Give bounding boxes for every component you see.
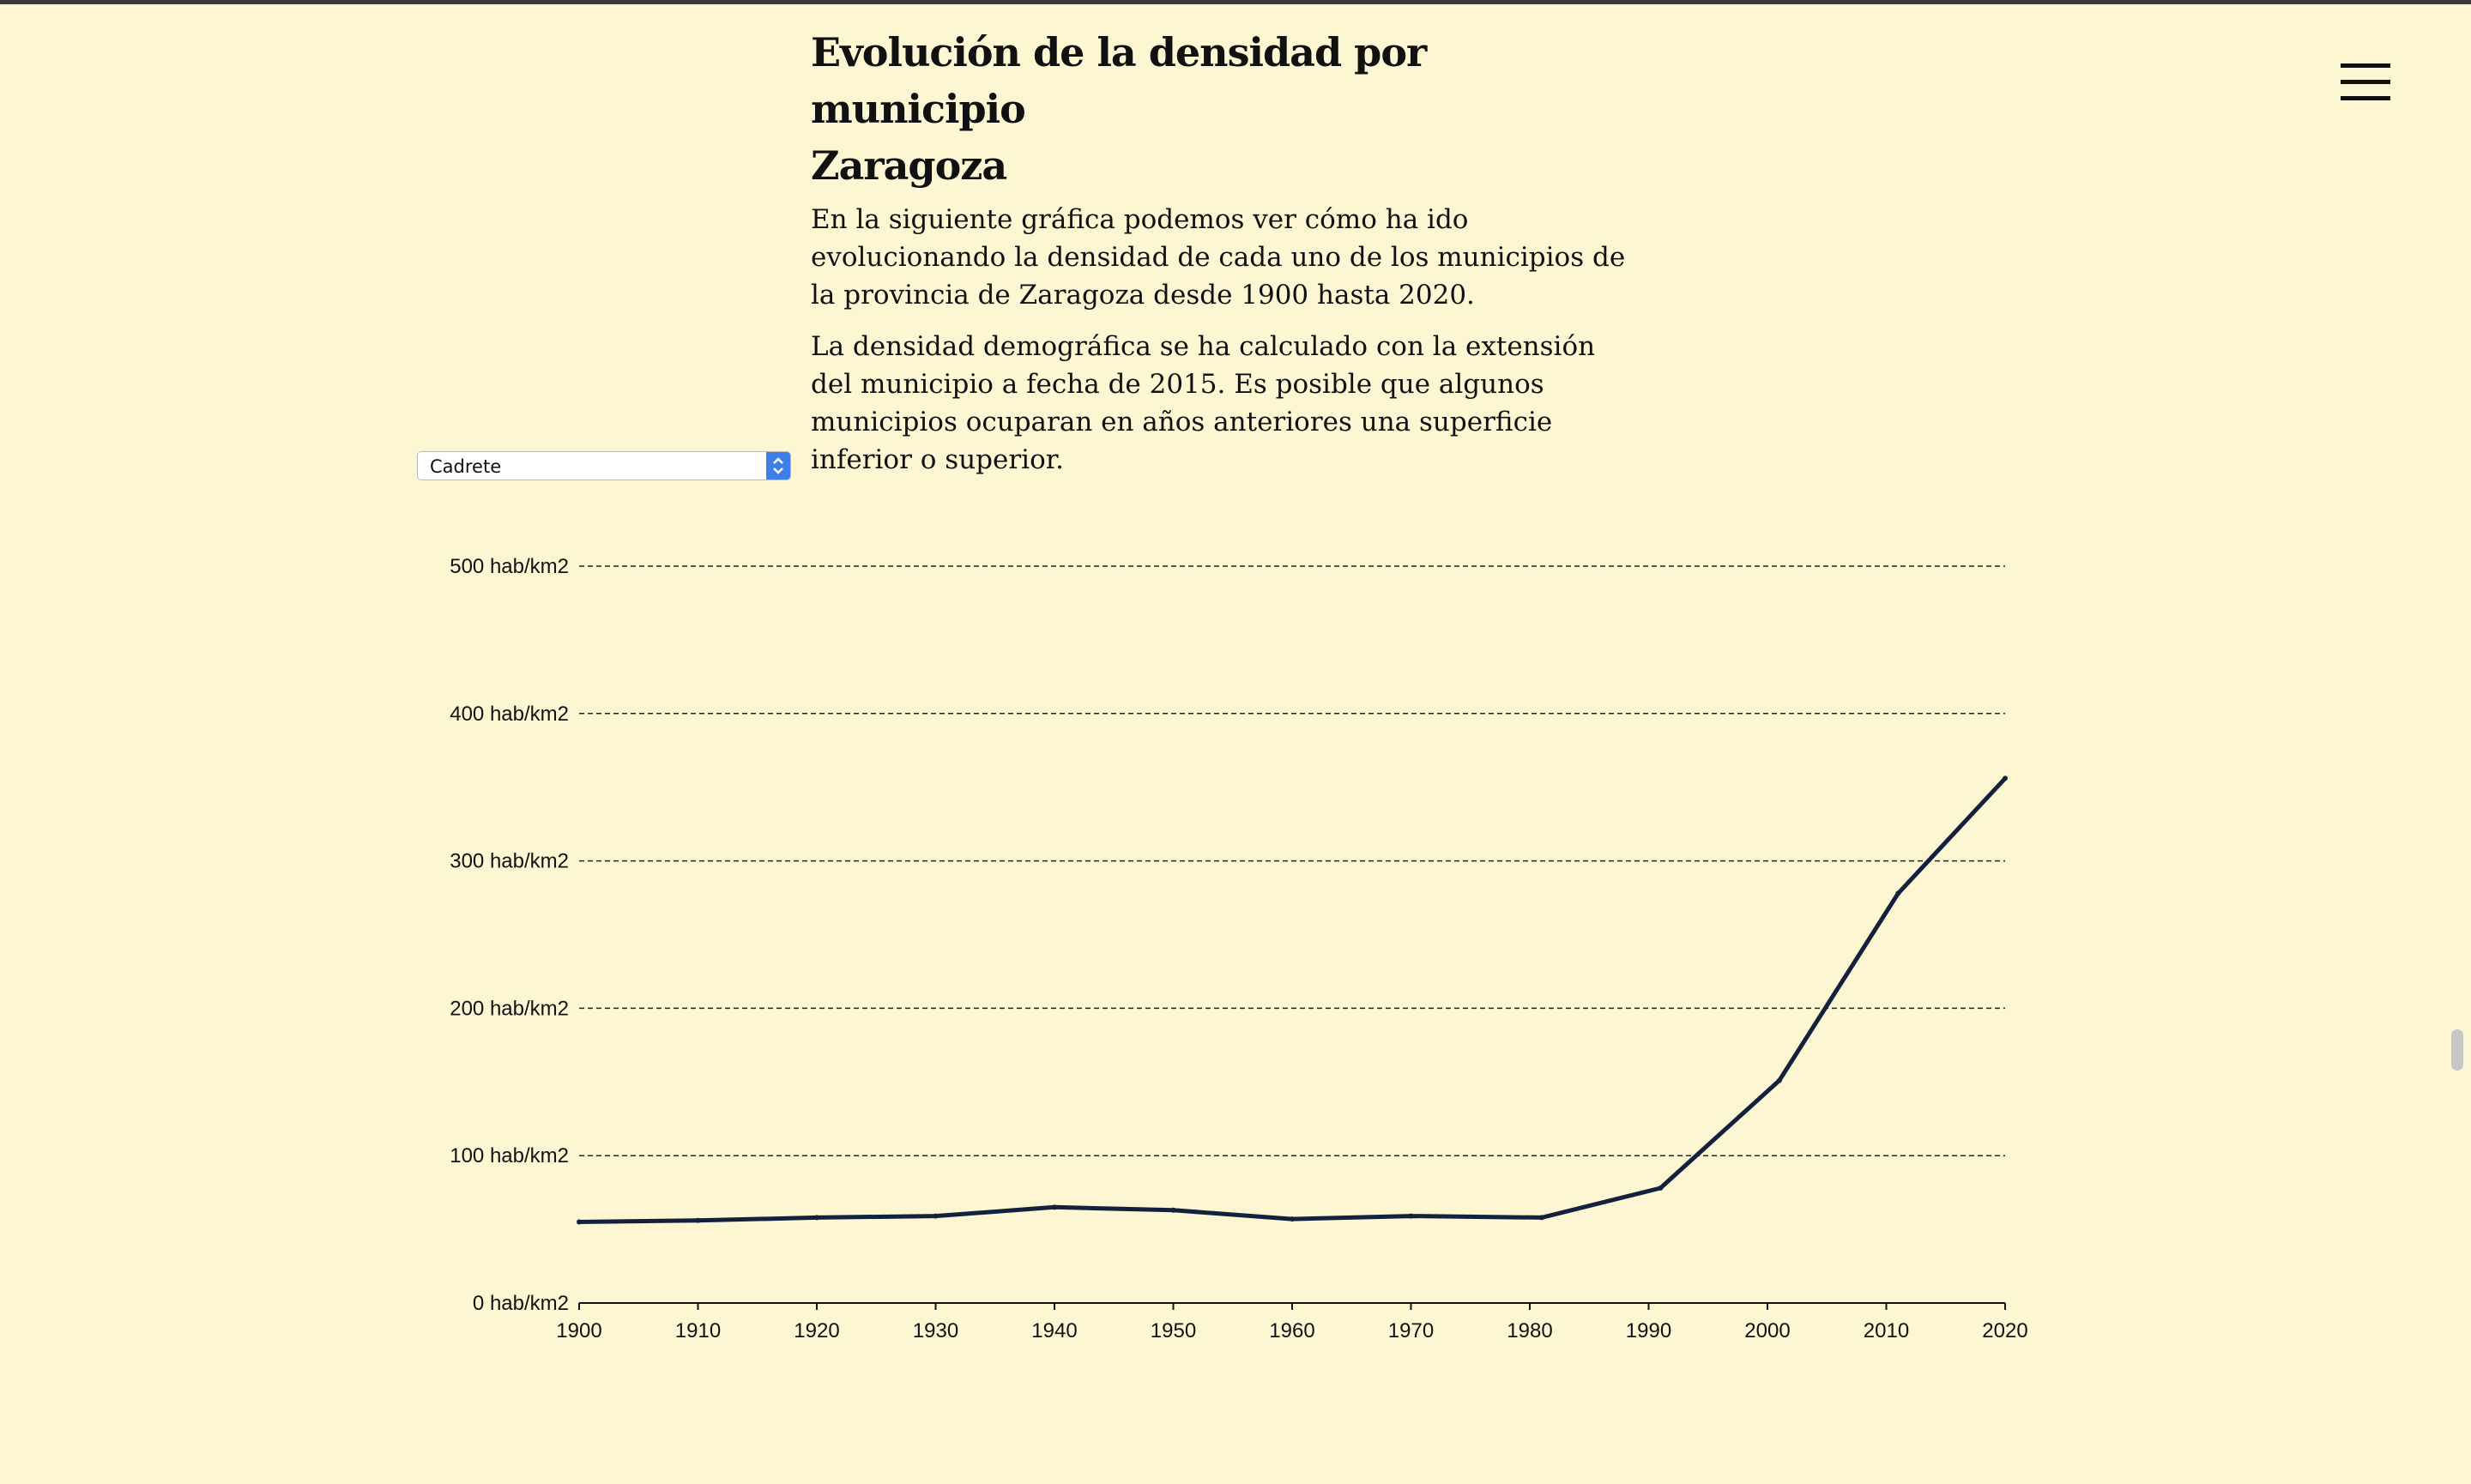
window-top-border [0,0,2471,4]
hamburger-menu-icon[interactable] [2337,62,2394,103]
x-tick-label: 2010 [1864,1319,1909,1342]
data-point [1408,1213,1414,1219]
municipality-select-value: Cadrete [430,456,502,477]
article: Evolución de la densidad por municipio Z… [811,24,1634,479]
data-point [2003,775,2008,781]
data-point [814,1215,819,1221]
y-tick-label: 200 hab/km2 [450,997,569,1020]
municipality-select[interactable]: Cadrete [417,451,791,480]
data-point [1776,1077,1782,1083]
x-tick-label: 2020 [1982,1319,2027,1342]
x-tick-label: 1970 [1388,1319,1434,1342]
data-point [933,1213,939,1219]
x-tick-label: 1940 [1031,1319,1077,1342]
x-tick-label: 2000 [1744,1319,1790,1342]
data-point [1170,1207,1176,1213]
updown-chevron-icon [766,452,790,480]
data-point [1290,1216,1295,1222]
x-tick-label: 1950 [1151,1319,1196,1342]
data-point [1052,1204,1057,1210]
x-tick-label: 1900 [556,1319,601,1342]
y-tick-label: 400 hab/km2 [450,703,569,726]
y-tick-label: 0 hab/km2 [473,1292,569,1315]
data-point [1538,1215,1544,1221]
x-tick-label: 1980 [1507,1319,1552,1342]
scrollbar-thumb[interactable] [2451,1029,2463,1071]
y-tick-label: 100 hab/km2 [450,1144,569,1167]
intro-paragraph: En la siguiente gráfica podemos ver cómo… [811,204,1626,311]
method-paragraph: La densidad demográfica se ha calculado … [811,331,1596,475]
x-tick-label: 1990 [1626,1319,1671,1342]
x-tick-label: 1910 [675,1319,721,1342]
data-point [577,1219,582,1225]
page-title-line2: Zaragoza [811,142,1007,189]
y-tick-label: 300 hab/km2 [450,850,569,873]
y-tick-label: 500 hab/km2 [450,555,569,578]
x-tick-label: 1920 [794,1319,839,1342]
data-point [695,1217,701,1223]
page-title-line1: Evolución de la densidad por municipio [811,29,1427,132]
x-tick-label: 1930 [913,1319,958,1342]
data-point [1895,890,1901,896]
x-tick-label: 1960 [1269,1319,1314,1342]
data-point [1658,1185,1664,1191]
page-title: Evolución de la densidad por municipio Z… [811,24,1634,194]
